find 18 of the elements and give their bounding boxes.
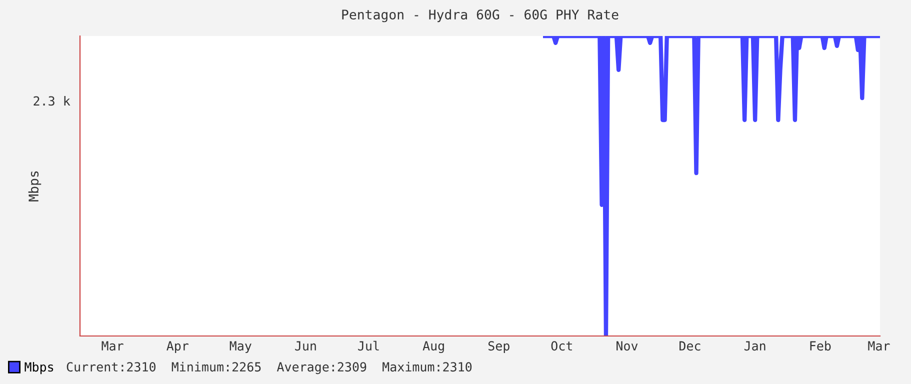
- x-tick-label: Feb: [810, 340, 831, 351]
- x-tick-label: Apr: [166, 341, 188, 354]
- x-tick-label: Sep: [488, 341, 510, 354]
- x-tick-label: Oct: [551, 341, 572, 351]
- x-tick-label: Aug: [422, 341, 444, 354]
- x-tick-label: Mar: [868, 341, 890, 351]
- y-axis-title: Mbps: [28, 171, 42, 202]
- x-tick-label: Mar: [102, 341, 124, 351]
- x-tick-label: Jun: [295, 341, 316, 351]
- chart-title: Pentagon - Hydra 60G - 60G PHY Rate: [342, 9, 618, 22]
- text: 2.3 k: [34, 96, 70, 106]
- legend-label: Mbps: [24, 362, 54, 374]
- x-tick-label: Dec: [680, 341, 700, 351]
- x-tick-label: May: [230, 341, 252, 354]
- x-tick-label: Nov: [616, 341, 638, 351]
- x-tick-label: Jul: [358, 340, 379, 351]
- x-tick-label: Jan: [744, 341, 766, 351]
- text: Current:2310 Minimum:2265 Average:2309 Maximum:2310: [66, 362, 472, 374]
